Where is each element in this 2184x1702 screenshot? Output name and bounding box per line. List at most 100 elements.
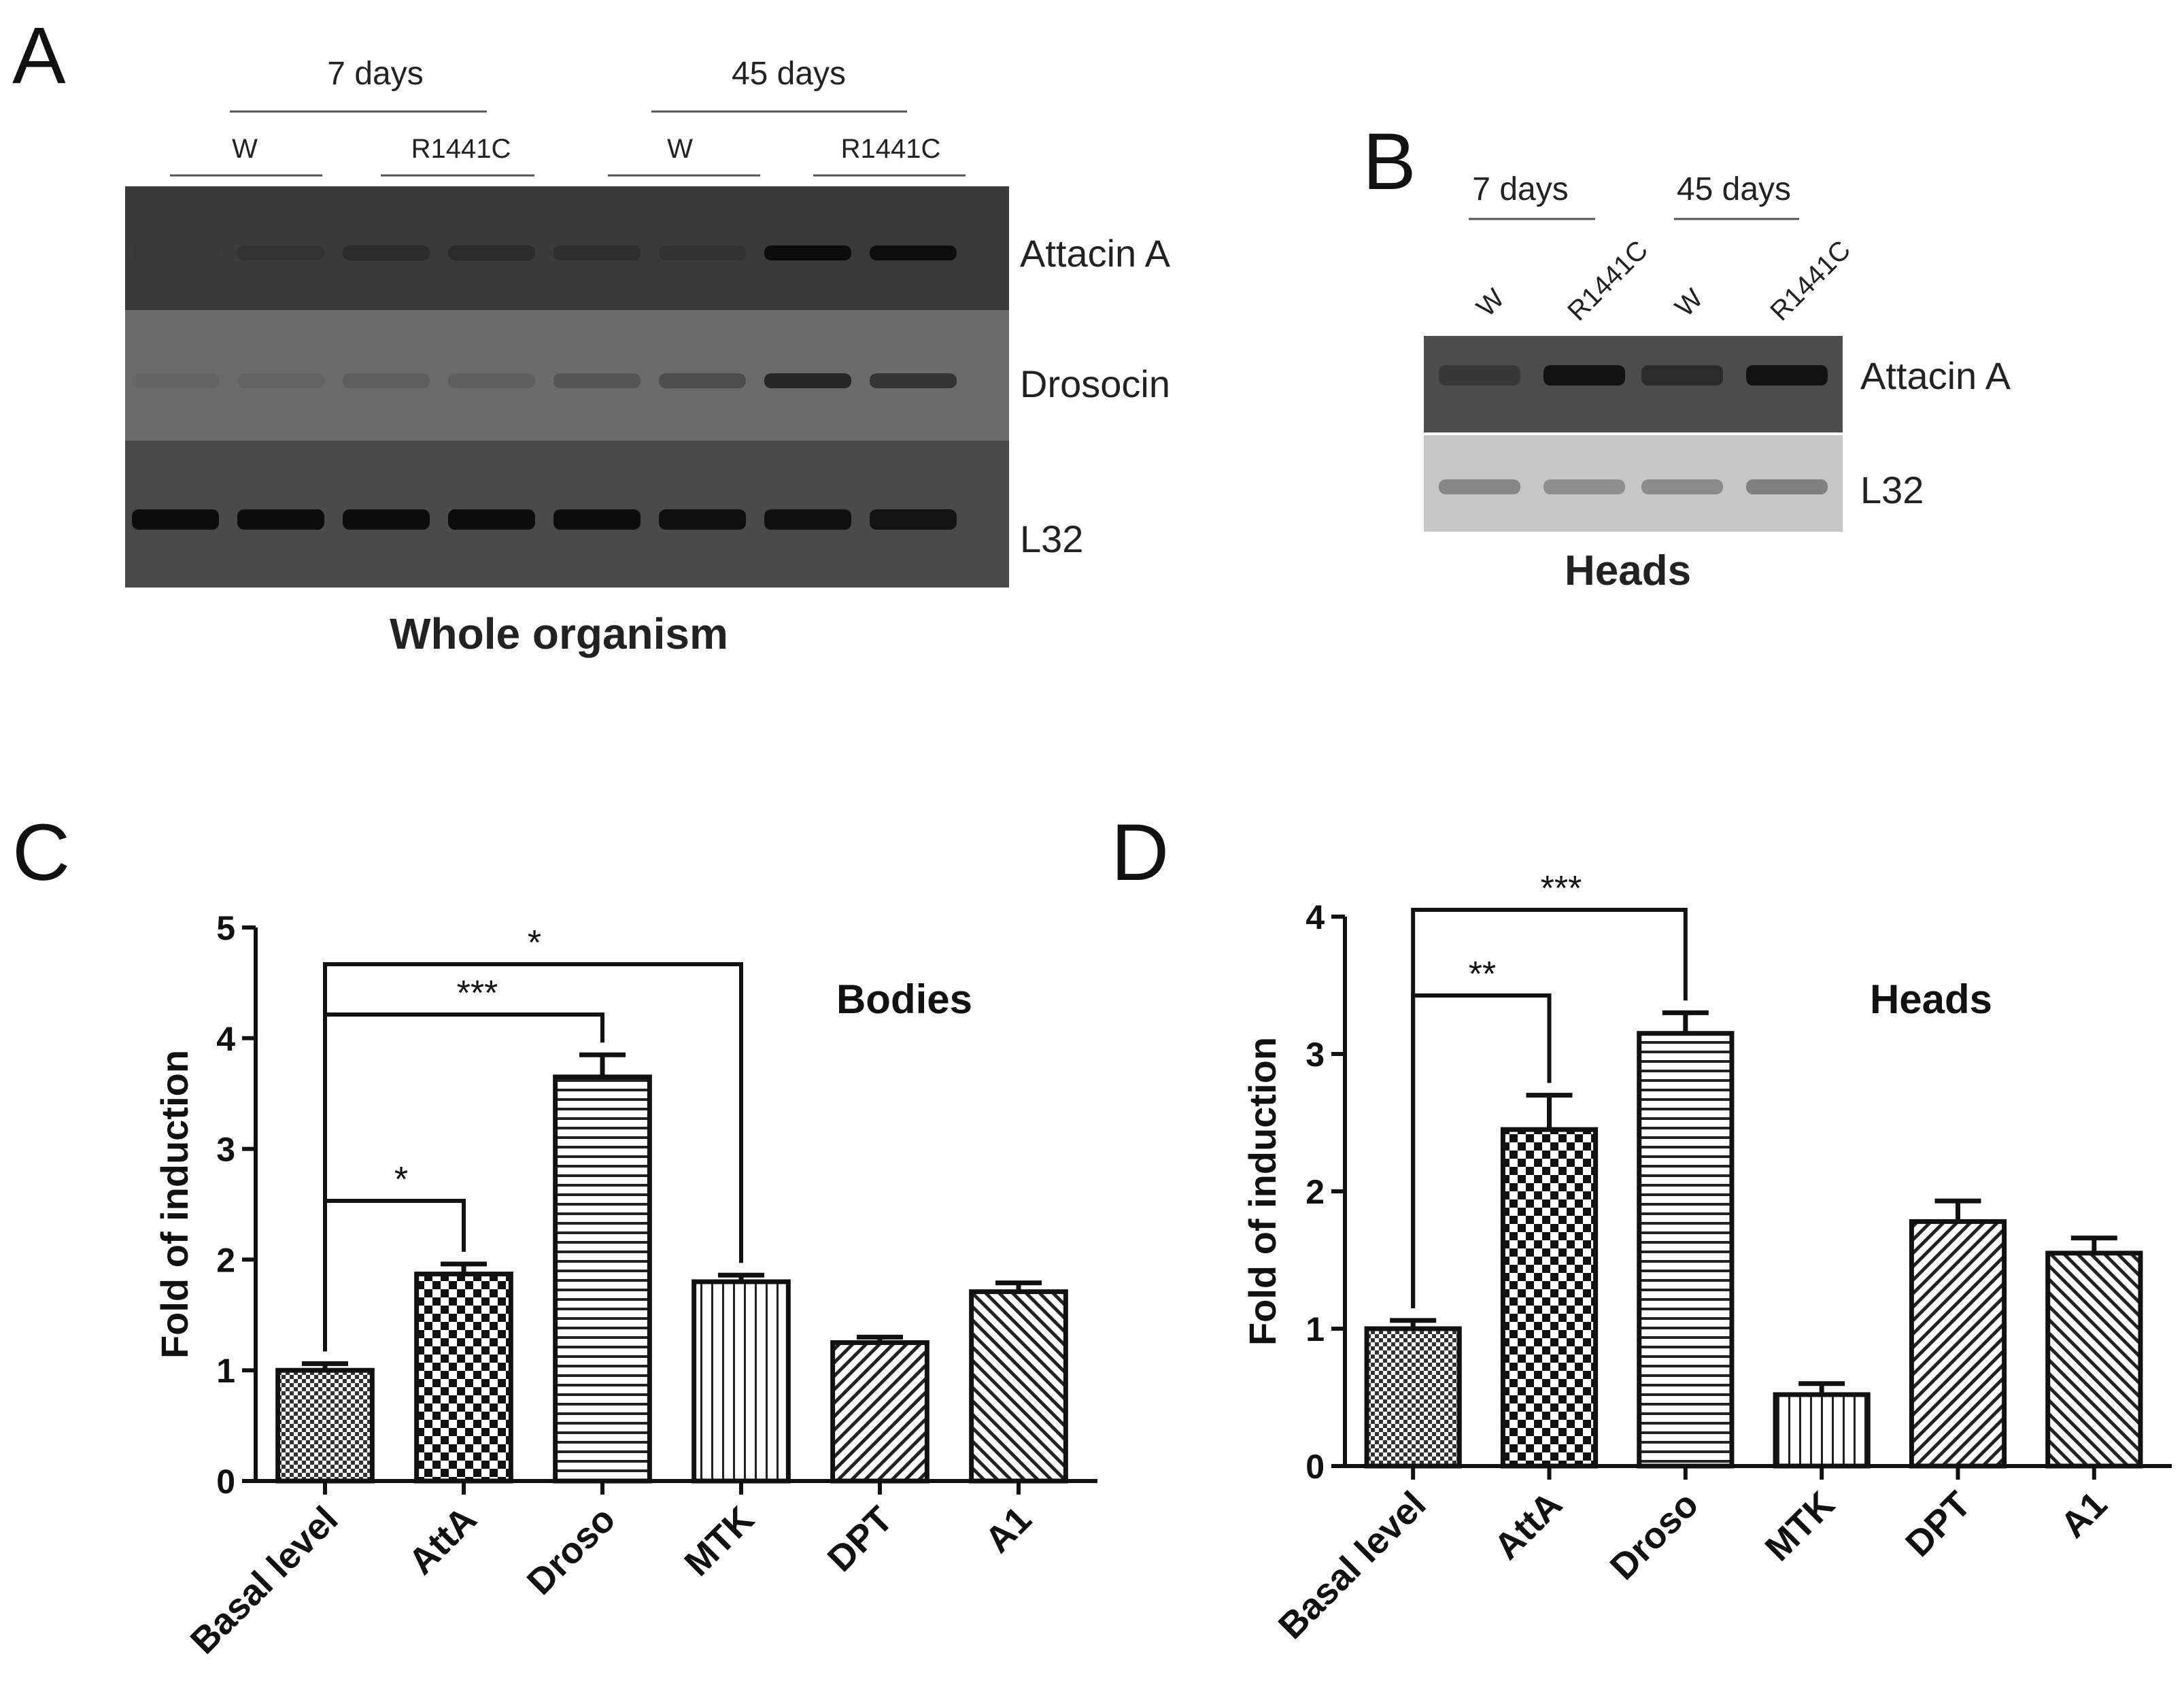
b-band-label-l32: L32 — [1860, 469, 1924, 511]
bar-mtk — [692, 1279, 791, 1484]
gel-band — [1641, 365, 1723, 386]
group-label-45-days: 45 days — [732, 56, 846, 92]
panel-d-letter: D — [1111, 808, 1169, 898]
gel-band — [553, 245, 641, 260]
panel-c-letter: C — [12, 808, 70, 898]
chart-title: Heads — [1870, 976, 1992, 1022]
panel-a: A 7 days 45 days W R1441C W R1441C Attac… — [12, 11, 1171, 658]
significance-bracket — [323, 962, 743, 1352]
caption-heads: Heads — [1565, 547, 1691, 594]
gel-band — [132, 373, 219, 388]
gel-band — [1641, 479, 1723, 494]
gel-band — [1439, 365, 1520, 386]
bar-droso — [553, 1074, 652, 1484]
x-tick-label: Basal level — [1271, 1484, 1434, 1647]
gel-band — [659, 509, 746, 530]
gel-a-bands — [132, 245, 957, 530]
gel-band — [764, 509, 851, 530]
b-group-label-7-days: 7 days — [1472, 171, 1568, 207]
gel-band — [1439, 479, 1520, 494]
y-tick-label: 3 — [216, 1131, 235, 1169]
bar-basal-level — [275, 1367, 375, 1484]
b-lane-label-r1441c-45d: R1441C — [1764, 235, 1856, 326]
bar-dpt — [830, 1340, 929, 1484]
gel-band — [237, 509, 324, 530]
y-tick-label: 0 — [216, 1463, 235, 1501]
y-axis-label: Fold of induction — [1241, 1037, 1284, 1346]
gel-band — [1543, 365, 1625, 386]
gel-band — [448, 245, 535, 260]
x-tick-label: A1 — [2053, 1484, 2115, 1546]
lane-label-w-7d: W — [232, 134, 258, 164]
y-tick-label: 0 — [1306, 1448, 1325, 1486]
b-lane-label-r1441c-7d: R1441C — [1562, 235, 1654, 326]
gel-band — [870, 245, 957, 260]
gel-band — [870, 509, 957, 530]
b-lane-label-w-7d: W — [1471, 283, 1510, 322]
significance-label: * — [394, 1160, 408, 1199]
gel-band — [764, 373, 851, 388]
caption-whole-organism: Whole organism — [390, 609, 728, 658]
gel-band — [237, 245, 324, 260]
gel-band — [237, 373, 324, 388]
y-tick-label: 2 — [1306, 1173, 1325, 1211]
bar-a1 — [969, 1289, 1068, 1484]
bar-atta — [1500, 1127, 1599, 1469]
significance-label: *** — [457, 974, 498, 1013]
y-tick-label: 4 — [216, 1020, 235, 1058]
gel-band — [448, 373, 535, 388]
lane-label-w-45d: W — [667, 134, 693, 164]
gel-band — [659, 245, 746, 260]
x-tick-label: MTK — [1758, 1484, 1843, 1569]
lane-label-r1441c-45d: R1441C — [841, 134, 941, 164]
gel-band — [553, 373, 641, 388]
x-tick-label: DPT — [820, 1499, 901, 1580]
y-tick-label: 5 — [216, 909, 235, 947]
y-tick-label: 1 — [1306, 1310, 1325, 1348]
x-tick-label: Droso — [519, 1499, 624, 1603]
b-gel-strip-l32 — [1424, 435, 1843, 532]
x-tick-label: AttA — [400, 1499, 484, 1582]
gel-band — [1746, 479, 1828, 494]
significance-label: ** — [1469, 955, 1496, 994]
bar-mtk — [1773, 1392, 1871, 1469]
gel-band — [1746, 365, 1828, 386]
bar-basal-level — [1364, 1326, 1462, 1469]
group-label-7-days: 7 days — [327, 56, 423, 92]
gel-band — [343, 245, 430, 260]
band-label-drosocin: Drosocin — [1020, 362, 1170, 405]
gel-band — [870, 373, 957, 388]
y-tick-label: 2 — [216, 1241, 235, 1279]
significance-label: * — [528, 923, 541, 963]
gel-band — [553, 509, 641, 530]
gel-b-bands — [1439, 365, 1828, 494]
gel-strip-attacin-a — [125, 186, 1009, 310]
b-band-label-attacin-a: Attacin A — [1860, 354, 2011, 397]
gel-band — [1543, 479, 1625, 494]
x-tick-label: Droso — [1603, 1484, 1707, 1588]
y-axis-label: Fold of induction — [153, 1050, 196, 1359]
panel-a-letter: A — [12, 11, 66, 101]
gel-band — [448, 509, 535, 530]
x-tick-label: A1 — [977, 1499, 1039, 1561]
bar-droso — [1637, 1031, 1735, 1469]
y-tick-label: 4 — [1306, 898, 1325, 936]
y-tick-label: 3 — [1306, 1036, 1325, 1074]
gel-strip-drosocin — [125, 310, 1009, 441]
gel-band — [132, 509, 219, 530]
chart-title: Bodies — [836, 976, 972, 1022]
gel-band — [132, 245, 219, 260]
bar-a1 — [2045, 1250, 2143, 1469]
panel-b: B 7 days 45 days W R1441C W R1441C Attac… — [1363, 117, 2011, 594]
x-tick-label: MTK — [677, 1499, 762, 1584]
significance-label: *** — [1541, 869, 1582, 908]
significance-bracket — [1411, 908, 1688, 1308]
x-tick-label: AttA — [1486, 1484, 1570, 1567]
x-tick-label: Basal level — [183, 1499, 346, 1662]
lane-label-r1441c-7d: R1441C — [411, 134, 511, 164]
band-label-l32: L32 — [1020, 517, 1083, 560]
gel-band — [764, 245, 851, 260]
bar-dpt — [1909, 1219, 2007, 1469]
